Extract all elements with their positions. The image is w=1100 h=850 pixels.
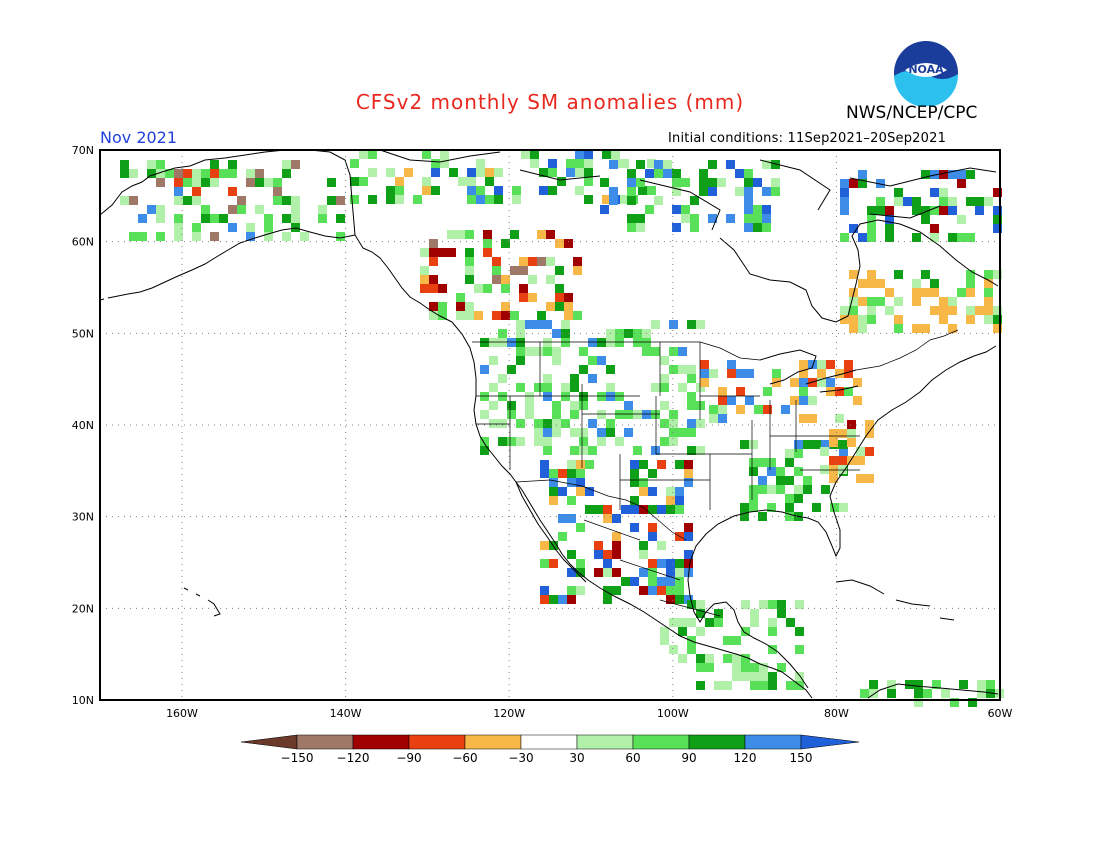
colorbar-label: 60 — [625, 751, 640, 765]
colorbar-swatch — [352, 734, 410, 750]
logo-text: NOAA — [908, 63, 944, 76]
lat-label: 50N — [72, 327, 94, 340]
colorbar-label: −30 — [508, 751, 533, 765]
lat-label: 70N — [72, 144, 94, 157]
colorbar-low-arrow — [240, 734, 298, 750]
gridlines — [100, 150, 1000, 700]
colorbar-swatch — [576, 734, 634, 750]
colorbar-swatch — [688, 734, 746, 750]
colorbar-swatch — [632, 734, 690, 750]
colorbar-label: −120 — [337, 751, 370, 765]
initial-conditions: Initial conditions: 11Sep2021–20Sep2021 — [668, 131, 947, 146]
lon-label: 80W — [824, 707, 849, 720]
lat-label: 10N — [72, 694, 94, 707]
colorbar-label: 90 — [681, 751, 696, 765]
lon-label: 60W — [988, 707, 1013, 720]
colorbar-label: −150 — [281, 751, 314, 765]
lat-label: 30N — [72, 511, 94, 524]
colorbar-swatch — [296, 734, 354, 750]
lon-label: 100W — [657, 707, 689, 720]
lat-label: 60N — [72, 236, 94, 249]
colorbar: −150 −120 −90 −60 −30 30 60 90 120 150 — [240, 734, 860, 765]
colorbar-swatch — [464, 734, 522, 750]
colorbar-swatch — [520, 734, 578, 750]
forecast-period: Nov 2021 — [100, 128, 178, 147]
agency-label: NWS/NCEP/CPC — [846, 103, 978, 123]
chart-title: CFSv2 monthly SM anomalies (mm) — [355, 90, 745, 114]
lat-label: 20N — [72, 602, 94, 615]
colorbar-swatch — [408, 734, 466, 750]
lon-label: 160W — [166, 707, 198, 720]
lat-label: 40N — [72, 419, 94, 432]
colorbar-label: −90 — [396, 751, 421, 765]
map-frame — [99, 149, 1001, 701]
lon-label: 120W — [493, 707, 525, 720]
colorbar-label: 30 — [569, 751, 584, 765]
colorbar-label: −60 — [452, 751, 477, 765]
colorbar-label: 120 — [734, 751, 757, 765]
colorbar-high-arrow — [800, 734, 860, 750]
colorbar-swatch — [744, 734, 802, 750]
colorbar-label: 150 — [790, 751, 813, 765]
noaa-logo: NOAA — [894, 41, 959, 106]
lon-label: 140W — [330, 707, 362, 720]
